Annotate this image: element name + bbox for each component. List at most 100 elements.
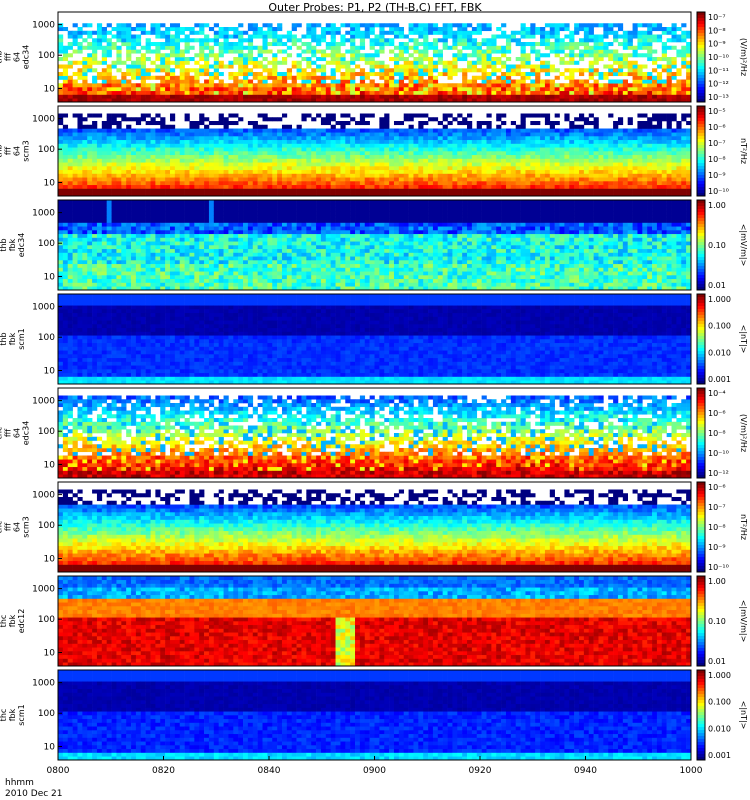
- spectrogram-cell: [257, 143, 263, 148]
- spectrogram-cell: [442, 147, 448, 152]
- spectrogram-cell: [374, 87, 380, 92]
- spectrogram-cell: [471, 42, 478, 47]
- spectrogram-cell: [218, 83, 224, 88]
- spectrogram-cell: [160, 128, 166, 133]
- spectrogram-cell: [262, 143, 268, 148]
- spectrogram-cell: [671, 188, 677, 193]
- spectrogram-cell: [544, 154, 551, 159]
- spectrogram-cell: [398, 75, 405, 80]
- spectrogram-cell: [286, 139, 293, 144]
- spectrogram-cell: [77, 169, 83, 174]
- spectrogram-cell: [87, 34, 93, 39]
- spectrogram-cell: [579, 49, 585, 54]
- spectrogram-cell: [272, 143, 278, 148]
- spectrogram-cell: [408, 139, 414, 144]
- spectrogram-cell: [676, 166, 682, 171]
- spectrogram-cell: [213, 64, 219, 69]
- spectrogram-cell: [311, 53, 317, 58]
- spectrogram-cell: [121, 151, 127, 156]
- spectrogram-cell: [574, 192, 580, 197]
- spectrogram-cell: [301, 139, 307, 144]
- spectrogram-cell: [413, 30, 419, 35]
- spectrogram-cell: [311, 169, 317, 174]
- spectrogram-cell: [131, 143, 137, 148]
- spectrogram-cell: [471, 158, 478, 163]
- spectrogram-cell: [428, 60, 434, 65]
- spectrogram-cell: [476, 23, 482, 28]
- spectrogram-cell: [77, 192, 83, 197]
- spectrogram-cell: [403, 177, 409, 182]
- spectrogram-cell: [252, 154, 258, 159]
- spectrogram-cell: [471, 154, 478, 159]
- spectrogram-cell: [77, 203, 83, 208]
- spectrogram-cell: [194, 38, 200, 43]
- spectrogram-cell: [501, 98, 507, 103]
- spectrogram-cell: [213, 34, 219, 39]
- spectrogram-cell: [325, 173, 331, 178]
- spectrogram-cell: [208, 45, 215, 50]
- spectrogram-cell: [666, 90, 672, 95]
- colorbar-step: [697, 184, 705, 188]
- spectrogram-cell: [301, 132, 307, 137]
- spectrogram-cell: [320, 154, 327, 159]
- spectrogram-cell: [515, 181, 521, 186]
- spectrogram-cell: [676, 72, 682, 77]
- spectrogram-cell: [608, 143, 614, 148]
- spectrogram-cell: [350, 136, 356, 141]
- spectrogram-cell: [398, 169, 405, 174]
- spectrogram-cell: [481, 64, 487, 69]
- spectrogram-cell: [637, 34, 643, 39]
- spectrogram-cell: [374, 83, 380, 88]
- spectrogram-cell: [252, 34, 258, 39]
- spectrogram-cell: [228, 128, 234, 133]
- spectrogram-cell: [135, 34, 142, 39]
- spectrogram-cell: [247, 94, 254, 99]
- spectrogram-cell: [62, 147, 69, 152]
- spectrogram-cell: [652, 90, 658, 95]
- spectrogram-cell: [481, 166, 487, 171]
- spectrogram-cell: [58, 45, 64, 50]
- spectrogram-cell: [676, 34, 682, 39]
- spectrogram-cell: [408, 173, 414, 178]
- spectrogram-cell: [447, 192, 453, 197]
- spectrogram-cell: [213, 188, 219, 193]
- spectrogram-cell: [257, 113, 263, 118]
- spectrogram-cell: [155, 87, 161, 92]
- spectrogram-cell: [121, 79, 127, 84]
- spectrogram-cell: [213, 136, 219, 141]
- spectrogram-cell: [150, 128, 156, 133]
- spectrogram-cell: [462, 94, 468, 99]
- spectrogram-cell: [471, 132, 478, 137]
- spectrogram-cell: [62, 278, 69, 283]
- spectrogram-cell: [96, 282, 103, 287]
- spectrogram-cell: [82, 218, 88, 223]
- spectrogram-cell: [286, 154, 293, 159]
- spectrogram-cell: [671, 23, 677, 28]
- spectrogram-cell: [355, 27, 361, 32]
- spectrogram-cell: [277, 192, 283, 197]
- spectrogram-cell: [598, 49, 604, 54]
- spectrogram-cell: [218, 162, 224, 167]
- spectrogram-cell: [350, 83, 356, 88]
- spectrogram-cell: [603, 34, 609, 39]
- spectrogram-cell: [457, 128, 463, 133]
- spectrogram-cell: [593, 139, 599, 144]
- spectrogram-cell: [179, 143, 185, 148]
- spectrogram-cell: [238, 128, 244, 133]
- spectrogram-cell: [647, 192, 653, 197]
- spectrogram-cell: [408, 136, 414, 141]
- spectrogram-cell: [126, 124, 132, 129]
- spectrogram-cell: [96, 173, 103, 178]
- spectrogram-cell: [311, 98, 317, 103]
- spectrogram-cell: [87, 222, 93, 227]
- spectrogram-cell: [491, 94, 497, 99]
- spectrogram-cell: [92, 233, 98, 238]
- spectrogram-cell: [520, 30, 526, 35]
- spectrogram-cell: [423, 113, 429, 118]
- spectrogram-cell: [72, 128, 78, 133]
- spectrogram-cell: [364, 188, 370, 193]
- spectrogram-cell: [72, 154, 78, 159]
- spectrogram-cell: [617, 143, 624, 148]
- spectrogram-cell: [301, 147, 307, 152]
- spectrogram-cell: [92, 158, 98, 163]
